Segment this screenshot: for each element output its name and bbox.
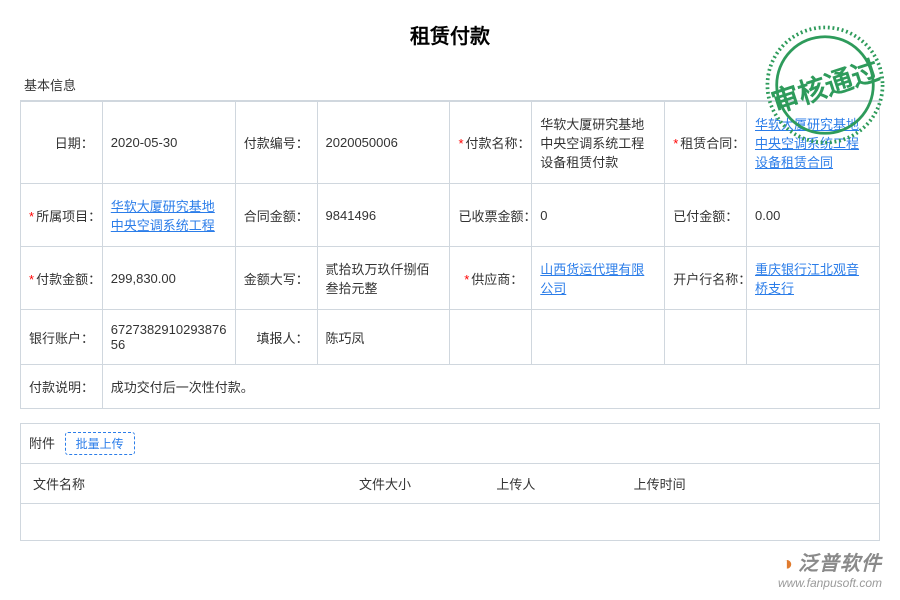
lease-contract-link[interactable]: 华软大厦研究基地中央空调系统工程设备租赁合同 — [755, 117, 859, 170]
label-reporter: 填报人： — [235, 310, 317, 365]
label-invoiced: 已收票金额： — [450, 184, 532, 247]
label-remark: 付款说明： — [21, 365, 103, 409]
col-file-size: 文件大小 — [347, 464, 484, 504]
value-pay-amount: 299,830.00 — [102, 247, 235, 310]
supplier-link[interactable]: 山西货运代理有限公司 — [540, 262, 644, 296]
bank-name-link[interactable]: 重庆银行江北观音桥支行 — [755, 262, 859, 296]
value-remark: 成功交付后一次性付款。 — [102, 365, 879, 409]
value-invoiced: 0 — [532, 184, 665, 247]
label-project: *所属项目： — [21, 184, 103, 247]
value-pay-name: 华软大厦研究基地中央空调系统工程设备租赁付款 — [532, 102, 665, 184]
value-paid: 0.00 — [747, 184, 880, 247]
label-amount-cn: 金额大写： — [235, 247, 317, 310]
value-bank-account: 67273829102938765​6 — [102, 310, 235, 365]
value-reporter: 陈巧凤 — [317, 310, 450, 365]
attachment-header: 附件 批量上传 — [21, 424, 879, 464]
col-upload-time: 上传时间 — [622, 464, 879, 504]
label-pay-name: *付款名称： — [450, 102, 532, 184]
value-project[interactable]: 华软大厦研究基地中央空调系统工程 — [102, 184, 235, 247]
label-pay-no: 付款编号： — [235, 102, 317, 184]
attachment-table: 文件名称 文件大小 上传人 上传时间 — [21, 464, 879, 540]
value-supplier[interactable]: 山西货运代理有限公司 — [532, 247, 665, 310]
watermark-logo: ◑泛普软件 www.fanpusoft.com — [778, 547, 882, 590]
col-uploader: 上传人 — [484, 464, 621, 504]
label-paid: 已付金额： — [665, 184, 747, 247]
label-contract-amount: 合同金额： — [235, 184, 317, 247]
label-pay-amount: *付款金额： — [21, 247, 103, 310]
basic-info-header: 基本信息 — [20, 69, 880, 101]
label-supplier: *供应商： — [450, 247, 532, 310]
attachment-section: 附件 批量上传 文件名称 文件大小 上传人 上传时间 — [20, 423, 880, 541]
label-bank-name: 开户行名称： — [665, 247, 747, 310]
label-date: 日期： — [21, 102, 103, 184]
value-date: 2020-05-30 — [102, 102, 235, 184]
value-bank-name[interactable]: 重庆银行江北观音桥支行 — [747, 247, 880, 310]
label-lease-contract: *租赁合同： — [665, 102, 747, 184]
attachment-label: 附件 — [29, 436, 55, 451]
label-bank-account: 银行账户： — [21, 310, 103, 365]
value-amount-cn: 贰拾玖万玖仟捌佰叁拾元整 — [317, 247, 450, 310]
page-title: 租赁付款 — [20, 20, 880, 49]
project-link[interactable]: 华软大厦研究基地中央空调系统工程 — [111, 199, 215, 233]
batch-upload-button[interactable]: 批量上传 — [65, 432, 135, 455]
value-contract-amount: 9841496 — [317, 184, 450, 247]
table-row — [21, 504, 879, 541]
col-file-name: 文件名称 — [21, 464, 347, 504]
value-pay-no: 2020050006 — [317, 102, 450, 184]
watermark-brand: 泛普软件 — [798, 553, 882, 575]
form-table: 日期： 2020-05-30 付款编号： 2020050006 *付款名称： 华… — [20, 101, 880, 409]
watermark-url: www.fanpusoft.com — [778, 576, 882, 590]
value-lease-contract[interactable]: 华软大厦研究基地中央空调系统工程设备租赁合同 — [747, 102, 880, 184]
